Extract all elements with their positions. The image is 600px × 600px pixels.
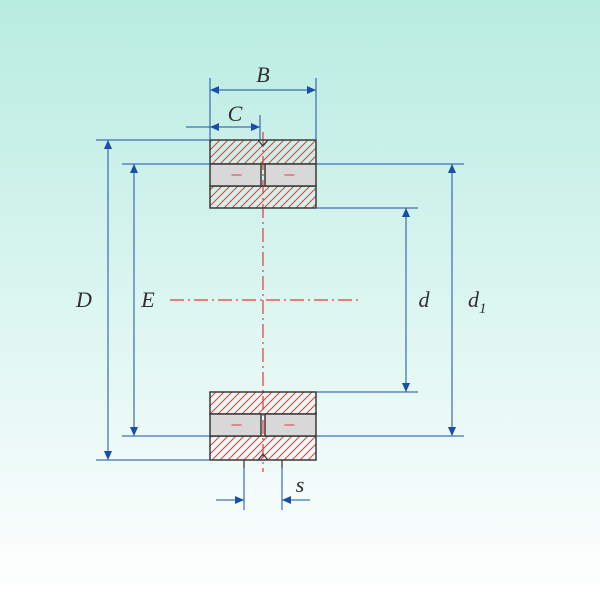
label-B: B [256, 62, 269, 87]
label-E: E [140, 287, 155, 312]
diagram-canvas: B C D E d d1 s [0, 0, 600, 600]
label-C: C [228, 101, 243, 126]
label-D: D [75, 287, 92, 312]
label-d: d [419, 287, 431, 312]
label-s: s [296, 472, 305, 497]
